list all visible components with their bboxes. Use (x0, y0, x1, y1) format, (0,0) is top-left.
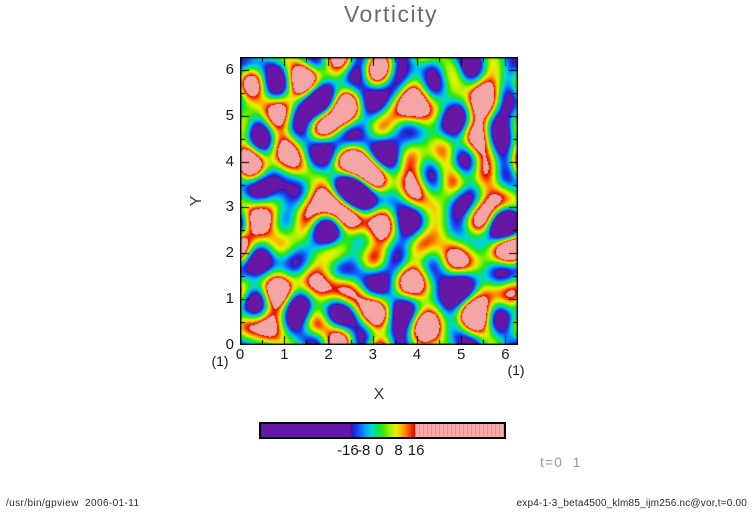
x-tick-label: 1 (280, 346, 289, 363)
y-tick-label: 0 (225, 336, 234, 353)
y-axis-label: Y (188, 195, 205, 207)
colorbar-tick-label: -8 (357, 442, 371, 459)
chart-title: Vorticity (343, 1, 439, 27)
axis-scale-note-right: (1) (507, 362, 525, 378)
y-tick-label: 6 (225, 60, 234, 78)
footer-dataset-path: exp4-1-3_beta4500_klm85_ijm256.nc@vor,t=… (516, 498, 747, 509)
colorbar-tick-label: -16 (337, 442, 359, 459)
colorbar-rainbow-segment (351, 424, 415, 437)
colorbar-tick-label: 16 (407, 442, 425, 459)
colorbar-under-range-segment (261, 424, 352, 437)
colorbar-over-range-segment (414, 424, 505, 437)
axis-scale-note-left: (1) (211, 353, 229, 369)
x-axis-label: X (373, 386, 385, 403)
x-tick-label: 2 (324, 346, 333, 363)
colorbar-tick-label: 8 (394, 442, 403, 459)
x-tick-label: 5 (457, 346, 466, 363)
x-tick-label: 3 (368, 346, 377, 363)
y-tick-label: 4 (225, 152, 234, 170)
colorbar-tick-labels: -16 -8 0 8 16 (259, 442, 506, 460)
y-tick-label: 2 (225, 244, 234, 262)
x-tick-label: 0 (235, 346, 245, 363)
colorbar (259, 422, 506, 439)
y-tick-label: 3 (225, 198, 234, 216)
footer-program-date: /usr/bin/gpview 2006-01-11 (6, 498, 140, 509)
x-tick-label: 6 (501, 346, 510, 363)
y-tick-label: 1 (225, 290, 234, 308)
y-tick-label: 5 (225, 106, 234, 124)
vorticity-heatmap (240, 57, 518, 345)
x-tick-label: 4 (412, 346, 422, 363)
colorbar-tick-label: 0 (375, 442, 384, 459)
time-annotation: t=0 1 (540, 454, 582, 470)
